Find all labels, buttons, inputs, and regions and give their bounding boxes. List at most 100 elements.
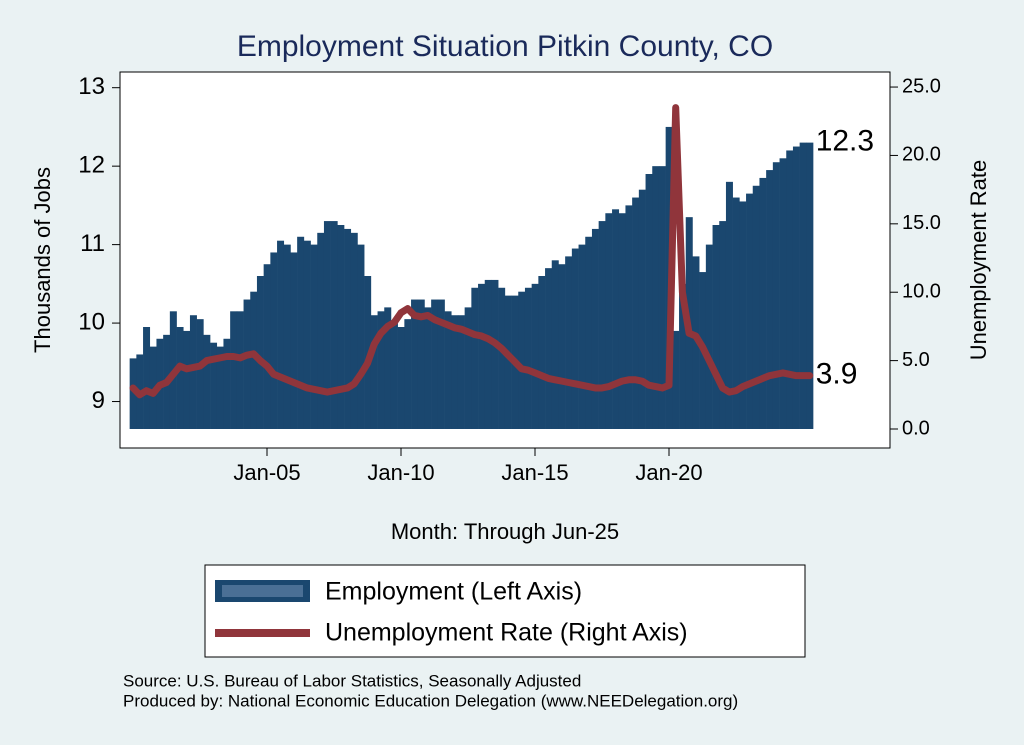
y2-tick-label: 25.0: [902, 75, 941, 97]
bar: [243, 299, 251, 429]
bar: [357, 244, 365, 429]
y2-tick-label: 10.0: [902, 280, 941, 302]
bar: [712, 225, 720, 429]
bar: [766, 170, 774, 430]
x-axis-label: Month: Through Jun-25: [391, 519, 619, 544]
legend-label: Unemployment Rate (Right Axis): [325, 619, 688, 647]
bar: [679, 283, 687, 429]
bar: [578, 244, 586, 429]
end-value-label: 12.3: [816, 125, 874, 158]
bar: [256, 276, 264, 429]
bar: [431, 299, 439, 429]
bar: [203, 334, 211, 429]
bar: [270, 252, 278, 429]
bar: [612, 209, 620, 429]
bar: [290, 252, 298, 429]
bar: [524, 287, 532, 429]
bar: [277, 240, 285, 429]
bar: [598, 221, 606, 429]
bar: [344, 228, 352, 429]
bar: [303, 240, 311, 429]
bar: [143, 327, 151, 429]
y2-axis-label: Unemployment Rate: [966, 160, 991, 361]
bar: [732, 197, 740, 429]
bar: [605, 213, 613, 429]
bar: [652, 166, 660, 429]
bar: [551, 260, 559, 429]
bar: [571, 248, 579, 429]
y2-tick-label: 20.0: [902, 144, 941, 166]
bar: [444, 311, 452, 429]
bar: [672, 330, 680, 429]
bar: [183, 330, 191, 429]
y2-tick-label: 5.0: [902, 349, 930, 371]
bar: [739, 201, 747, 429]
bar: [250, 291, 258, 429]
bar: [451, 315, 459, 429]
y2-tick-label: 0.0: [902, 417, 930, 439]
bar: [317, 232, 325, 429]
bar: [491, 279, 499, 429]
bar: [417, 299, 425, 429]
bar: [437, 299, 445, 429]
bar: [518, 291, 526, 429]
bar: [397, 327, 405, 429]
bar: [323, 221, 331, 429]
line: [129, 104, 814, 399]
bar: [645, 174, 653, 429]
bar: [390, 323, 398, 429]
bar: [504, 295, 512, 429]
bar: [746, 193, 754, 429]
bar: [330, 221, 338, 429]
bar: [772, 162, 780, 429]
bar: [786, 150, 794, 429]
y-tick-label: 13: [78, 73, 105, 100]
bar: [471, 287, 479, 429]
bar: [457, 315, 465, 429]
bar: [370, 315, 378, 429]
bar: [189, 315, 197, 429]
bar: [719, 221, 727, 429]
bar: [129, 358, 137, 429]
bar: [585, 236, 593, 429]
y2-tick-label: 15.0: [902, 212, 941, 234]
bar: [478, 283, 486, 429]
bar: [484, 279, 492, 429]
y-axis-label: Thousands of Jobs: [30, 167, 55, 353]
bar: [310, 244, 318, 429]
bar: [404, 319, 412, 429]
bar: [538, 276, 546, 429]
legend-label: Employment (Left Axis): [325, 578, 582, 606]
bar: [799, 142, 807, 429]
y-tick-label: 12: [78, 151, 105, 178]
x-tick-label: Jan-20: [635, 460, 702, 485]
bar: [792, 146, 800, 430]
bar: [638, 189, 646, 429]
bar: [210, 342, 218, 429]
source-note: Source: U.S. Bureau of Labor Statistics,…: [123, 671, 581, 690]
bar: [411, 299, 419, 429]
bar: [176, 327, 184, 429]
bar: [223, 338, 231, 429]
end-value-label: 3.9: [816, 358, 858, 391]
bar: [196, 319, 204, 429]
bar: [618, 213, 626, 429]
bar: [705, 244, 713, 429]
bar: [297, 236, 305, 429]
bar: [779, 158, 787, 430]
bar: [230, 311, 238, 429]
bar: [632, 197, 640, 429]
bar: [759, 177, 767, 429]
bar: [283, 244, 291, 429]
bar: [263, 264, 271, 429]
y-tick-label: 9: [92, 387, 105, 414]
bar: [625, 205, 633, 429]
x-tick-label: Jan-10: [367, 460, 434, 485]
bar: [558, 264, 566, 429]
x-tick-label: Jan-05: [233, 460, 300, 485]
bar: [752, 185, 760, 429]
bar: [377, 311, 385, 429]
bar: [384, 307, 392, 429]
bar: [725, 181, 733, 429]
bar: [565, 256, 573, 429]
